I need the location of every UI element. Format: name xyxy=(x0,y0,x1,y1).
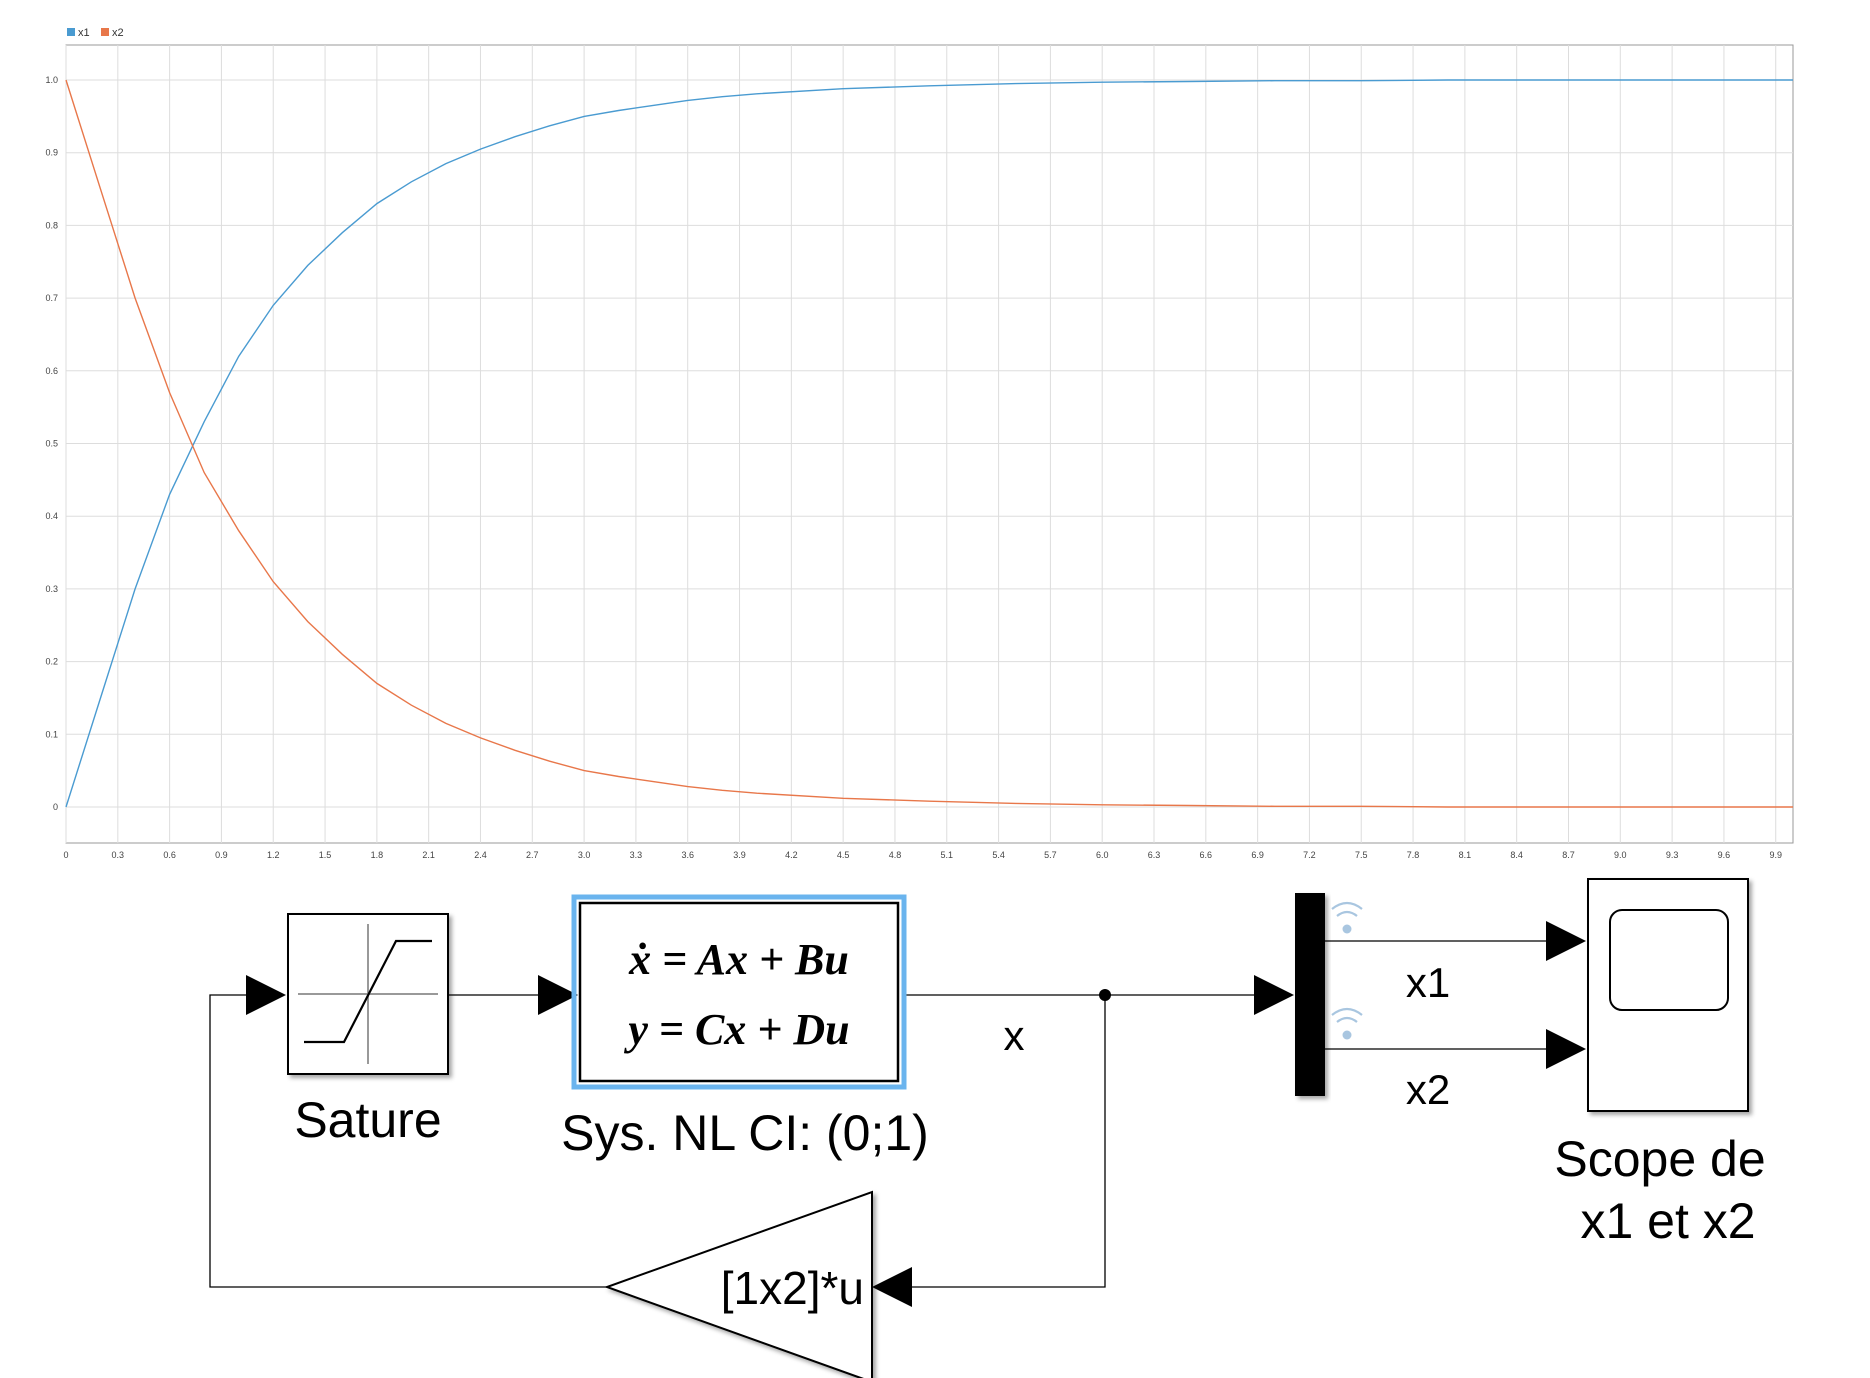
scope-screen-icon xyxy=(1609,909,1729,1011)
line-branch-to-gain[interactable] xyxy=(910,995,1106,1288)
scope-label-line2: x1 et x2 xyxy=(1580,1193,1755,1249)
y-tick-label: 1.0 xyxy=(45,75,58,85)
x-tick-label: 5.1 xyxy=(941,850,954,860)
gain-value: [1x2]*u xyxy=(721,1262,864,1314)
y-tick-label: 0.7 xyxy=(45,293,58,303)
state-space-block[interactable]: ẋ = Ax + Bu y = Cx + Du xyxy=(571,894,907,1090)
y-tick-label: 0.8 xyxy=(45,220,58,230)
x-tick-label: 3.0 xyxy=(578,850,591,860)
x-tick-label: 0.3 xyxy=(112,850,125,860)
x-tick-label: 8.7 xyxy=(1562,850,1575,860)
x-tick-label: 4.8 xyxy=(889,850,902,860)
legend-swatch-x1 xyxy=(67,28,75,36)
x-tick-label: 7.5 xyxy=(1355,850,1368,860)
arrowhead-gain-in xyxy=(872,1267,912,1307)
y-tick-label: 0.6 xyxy=(45,366,58,376)
arrowhead-scope-in2 xyxy=(1546,1029,1586,1069)
arrowhead-statespace-in xyxy=(538,975,578,1015)
x-tick-label: 7.2 xyxy=(1303,850,1316,860)
x-tick-label: 8.1 xyxy=(1459,850,1472,860)
y-axis-ticks: 0 0.1 0.2 0.3 0.4 0.5 0.6 0.7 0.8 0.9 1.0 xyxy=(45,75,58,812)
series-line-x1[interactable] xyxy=(65,79,1793,808)
state-space-label: Sys. NL CI: (0;1) xyxy=(561,1105,929,1161)
legend-label-x2[interactable]: x2 xyxy=(112,27,124,39)
signal-logging-icon-x1[interactable] xyxy=(1331,901,1363,934)
series-lines xyxy=(65,79,1793,808)
x-tick-label: 0.6 xyxy=(163,850,176,860)
x-tick-label: 1.2 xyxy=(267,850,280,860)
branch-point xyxy=(1099,989,1111,1001)
legend[interactable]: x1 x2 xyxy=(67,27,124,39)
x-tick-label: 2.4 xyxy=(474,850,487,860)
x-tick-label: 3.6 xyxy=(681,850,694,860)
arrowhead-saturation-in xyxy=(246,975,286,1015)
output-equation: y = Cx + Du xyxy=(623,1005,849,1054)
saturation-block[interactable] xyxy=(287,913,449,1075)
x-tick-label: 6.0 xyxy=(1096,850,1109,860)
state-equation: ẋ = Ax + Bu xyxy=(628,935,849,984)
x-tick-label: 5.7 xyxy=(1044,850,1057,860)
x-tick-label: 0.9 xyxy=(215,850,228,860)
line-gain-to-saturation[interactable] xyxy=(209,994,607,1288)
x-tick-label: 3.3 xyxy=(630,850,643,860)
x-tick-label: 2.1 xyxy=(422,850,435,860)
arrowheads xyxy=(246,921,1586,1307)
x-tick-label: 3.9 xyxy=(733,850,746,860)
signal-label-x1: x1 xyxy=(1406,959,1450,1006)
y-tick-label: 0.3 xyxy=(45,584,58,594)
arrowhead-mux-in xyxy=(1254,975,1294,1015)
signal-logging-icon-x2[interactable] xyxy=(1331,1007,1363,1040)
signal-lines xyxy=(209,940,1548,1288)
y-tick-label: 0.1 xyxy=(45,729,58,739)
time-response-chart: 0 0.3 0.6 0.9 1.2 1.5 1.8 2.1 2.4 2.7 3.0 3.3 3.6 3.9… xyxy=(45,27,1794,860)
x-tick-label: 9.9 xyxy=(1769,850,1782,860)
signal-label-x2: x2 xyxy=(1406,1066,1450,1113)
gain-block[interactable]: [1x2]*u xyxy=(604,1190,873,1378)
arrowhead-scope-in1 xyxy=(1546,921,1586,961)
y-tick-label: 0 xyxy=(53,802,58,812)
x-tick-label: 4.2 xyxy=(785,850,798,860)
x-axis-ticks: 0 0.3 0.6 0.9 1.2 1.5 1.8 2.1 2.4 2.7 3.0 3.3 3.6 3.9… xyxy=(63,850,1781,860)
x-tick-label: 8.4 xyxy=(1510,850,1523,860)
x-tick-label: 9.3 xyxy=(1666,850,1679,860)
scope-block[interactable] xyxy=(1587,878,1749,1112)
x-tick-label: 0 xyxy=(63,850,68,860)
x-tick-label: 9.0 xyxy=(1614,850,1627,860)
y-tick-label: 0.4 xyxy=(45,511,58,521)
saturation-label: Sature xyxy=(294,1092,441,1148)
y-tick-label: 0.5 xyxy=(45,439,58,449)
selection-highlight xyxy=(571,894,907,1090)
scope-label-line1: Scope de xyxy=(1554,1131,1765,1187)
demux-block[interactable] xyxy=(1295,893,1325,1096)
signal-label-x: x xyxy=(1004,1012,1025,1059)
x-tick-label: 7.8 xyxy=(1407,850,1420,860)
x-tick-label: 5.4 xyxy=(992,850,1005,860)
x-tick-label: 9.6 xyxy=(1718,850,1731,860)
legend-swatch-x2 xyxy=(101,28,109,36)
x-tick-label: 4.5 xyxy=(837,850,850,860)
saturation-curve-icon xyxy=(304,939,432,1044)
grid xyxy=(65,45,1793,843)
x-tick-label: 1.8 xyxy=(371,850,384,860)
legend-label-x1[interactable]: x1 xyxy=(78,27,90,39)
x-tick-label: 6.6 xyxy=(1200,850,1213,860)
x-tick-label: 1.5 xyxy=(319,850,332,860)
series-line-x2[interactable] xyxy=(65,79,1793,808)
y-tick-label: 0.2 xyxy=(45,657,58,667)
x-tick-label: 6.9 xyxy=(1251,850,1264,860)
x-tick-label: 2.7 xyxy=(526,850,539,860)
y-tick-label: 0.9 xyxy=(45,148,58,158)
x-tick-label: 6.3 xyxy=(1148,850,1161,860)
